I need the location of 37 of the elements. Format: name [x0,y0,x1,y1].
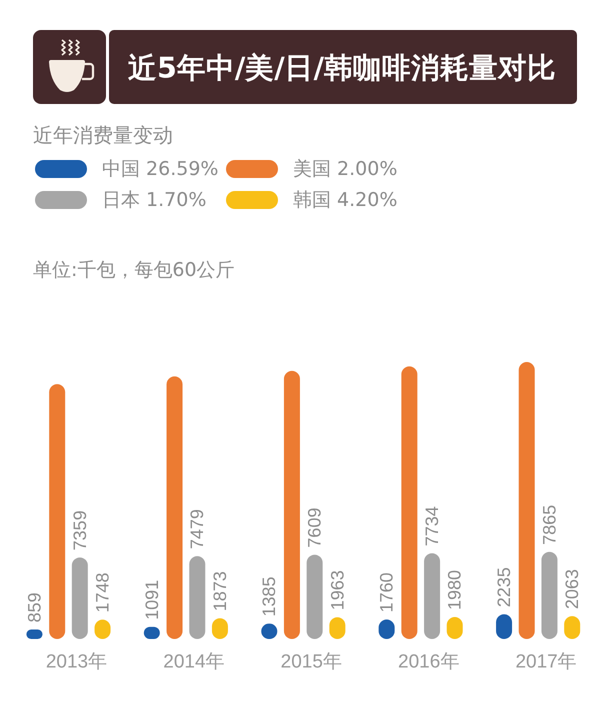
data-label: 1980 [444,570,465,610]
data-label: 1385 [259,576,280,617]
chart-subtitle: 近年消费量变动 [33,123,173,147]
chart-title: 近5年中/美/日/韩咖啡消耗量对比 [128,52,556,84]
bar [306,554,323,639]
data-label: 1873 [210,571,230,612]
text: 单位:千包，每包60公斤 [33,259,235,281]
x-tick-label: 2014年 [163,652,225,672]
bar [72,557,88,639]
data-label: 1963 [327,570,348,610]
data-label: 7734 [422,506,442,546]
x-tick-label: 2013年 [46,652,108,672]
x-tick-label: 2017年 [515,652,577,672]
bar [541,552,558,639]
legend-label: 日本 1.70% [102,189,206,211]
bar [424,553,440,639]
bar [401,366,418,639]
legend-label: 中国 26.59% [102,158,218,180]
legend-label: 美国 2.00% [293,158,398,180]
data-label: 7479 [187,509,208,550]
legend-label: 韩国 4.20% [293,189,398,211]
data-label: 1091 [142,580,162,620]
bar [189,556,206,639]
data-label: 2063 [562,569,582,610]
x-tick-label: 2015年 [280,652,342,672]
data-label: 7609 [304,508,325,548]
bar [518,362,535,639]
bar [166,376,183,639]
data-label: 859 [24,592,44,622]
data-label: 2235 [494,567,514,608]
data-label: 1748 [92,572,113,613]
data-label: 7865 [539,504,560,545]
bar [284,370,300,639]
data-label: 7359 [70,510,90,550]
bar [49,384,66,639]
x-tick-label: 2016年 [398,652,460,672]
data-label: 1760 [376,572,397,612]
